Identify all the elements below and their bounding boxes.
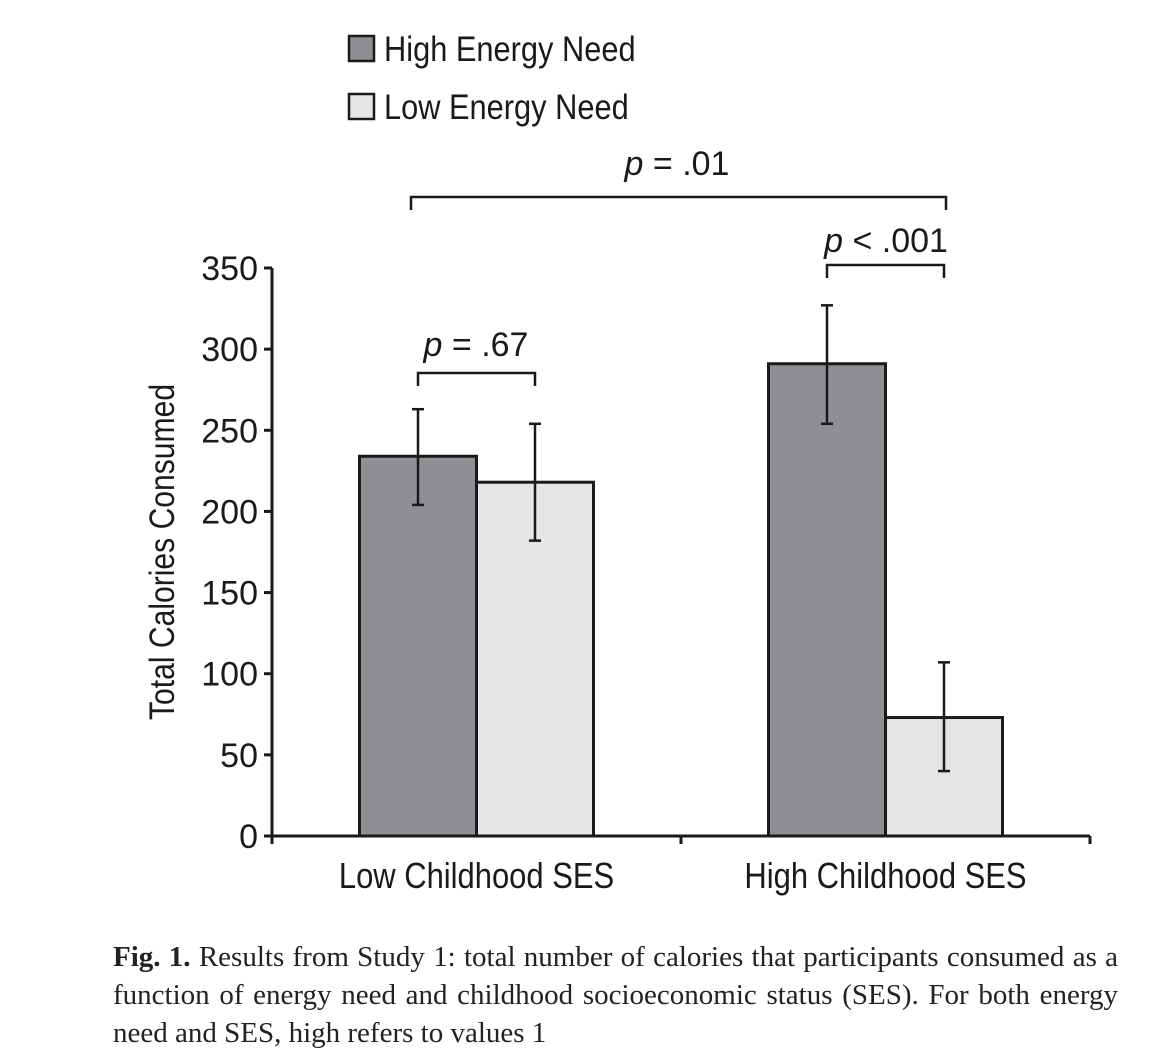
bar	[358, 454, 478, 838]
x-tick-label: High Childhood SES	[744, 857, 1026, 897]
error-bars	[412, 304, 950, 773]
p-italic: p	[624, 145, 644, 183]
axes: Low Childhood SES High Childhood SES 0 50 10…	[142, 250, 1092, 897]
y-tick-label: 150	[201, 575, 258, 613]
figure-caption: Fig. 1. Results from Study 1: total numb…	[113, 938, 1118, 1052]
p-value-text: = .67	[442, 326, 528, 364]
significance-bracket	[825, 263, 946, 278]
x-tick-label: Low Childhood SES	[339, 857, 614, 897]
p-value-label: p = .01	[624, 145, 730, 183]
legend-label: High Energy Need	[384, 29, 636, 68]
significance-bracket	[416, 371, 537, 386]
y-tick-label: 50	[220, 737, 258, 775]
y-tick-label: 250	[201, 412, 258, 450]
p-value-text: < .001	[843, 222, 948, 260]
bars	[358, 362, 1004, 838]
bar	[767, 362, 887, 838]
p-value-label: p = .67	[423, 326, 529, 364]
y-axis-label: Total Calories Consumed	[142, 384, 182, 720]
p-italic: p	[823, 222, 843, 260]
legend-swatch	[347, 34, 376, 63]
y-tick-label: 200	[201, 493, 258, 531]
y-tick-label: 350	[201, 250, 258, 288]
y-tick-label: 100	[201, 656, 258, 694]
legend: High Energy Need Low Energy Need	[347, 29, 636, 126]
y-tick-label: 300	[201, 331, 258, 369]
y-tick-label: 0	[239, 818, 258, 856]
significance-bracket	[409, 195, 948, 210]
caption-text: Results from Study 1: total number of ca…	[113, 941, 1119, 1049]
legend-swatch	[347, 92, 376, 121]
legend-label: Low Energy Need	[384, 87, 629, 126]
p-italic: p	[423, 326, 443, 364]
caption-label: Fig. 1.	[113, 941, 191, 973]
p-value-label: p < .001	[823, 222, 948, 260]
p-value-text: = .01	[643, 145, 729, 183]
